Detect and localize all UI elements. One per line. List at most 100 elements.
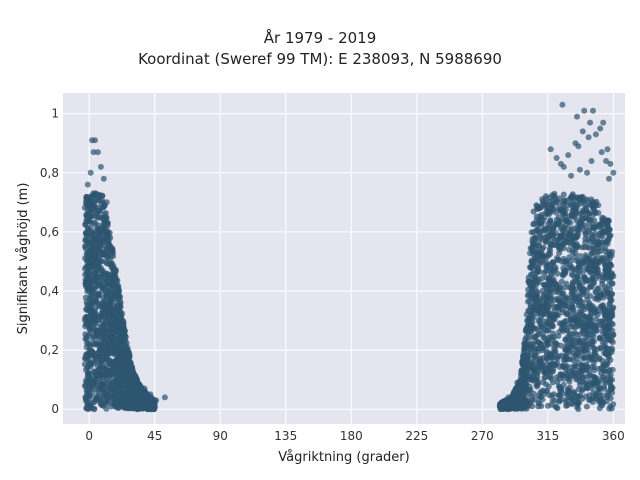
data-point — [530, 365, 537, 372]
data-point — [91, 190, 98, 197]
data-point — [560, 364, 567, 371]
data-point — [576, 219, 583, 226]
data-point — [130, 392, 137, 399]
data-point — [84, 333, 90, 340]
data-point — [109, 345, 116, 352]
data-point — [599, 214, 606, 221]
data-point — [509, 400, 516, 407]
data-point — [87, 305, 93, 312]
data-point — [546, 276, 552, 282]
data-point — [596, 292, 603, 299]
data-point — [100, 322, 107, 329]
data-point — [608, 320, 615, 327]
data-point — [108, 403, 115, 410]
data-point — [107, 234, 114, 241]
data-point — [544, 368, 551, 375]
data-point — [547, 361, 554, 368]
x-tick-label: 180 — [340, 429, 363, 443]
data-point — [100, 217, 107, 223]
data-point — [604, 390, 611, 397]
data-point — [585, 342, 592, 348]
data-point — [601, 385, 607, 392]
data-point — [96, 247, 103, 254]
data-point — [560, 227, 567, 234]
data-point — [545, 252, 552, 259]
data-point — [606, 405, 613, 412]
y-tick-label: 0,2 — [40, 343, 59, 357]
data-point — [115, 335, 122, 342]
data-point — [593, 235, 600, 242]
data-point — [102, 210, 109, 216]
data-point — [574, 394, 580, 401]
data-point — [548, 323, 555, 329]
chart-subtitle: Koordinat (Sweref 99 TM): E 238093, N 59… — [138, 50, 502, 68]
data-point — [570, 350, 577, 357]
data-point — [113, 358, 120, 365]
data-point — [100, 236, 107, 243]
data-point — [589, 399, 596, 405]
data-point — [526, 298, 533, 305]
data-point — [546, 233, 552, 240]
data-point — [101, 371, 108, 378]
data-point — [523, 405, 530, 412]
data-point — [606, 367, 613, 373]
data-point — [603, 158, 610, 164]
data-point — [607, 314, 614, 321]
data-point — [575, 276, 582, 283]
data-point — [536, 268, 543, 275]
data-point — [591, 207, 598, 213]
data-point — [560, 272, 566, 279]
data-point — [598, 149, 605, 156]
data-point — [98, 258, 105, 265]
data-point — [85, 372, 92, 379]
data-point — [554, 355, 561, 362]
data-point — [122, 390, 129, 397]
data-point — [528, 246, 535, 253]
data-point — [597, 125, 604, 132]
data-point — [576, 166, 583, 173]
data-point — [557, 299, 564, 305]
data-point — [569, 303, 576, 310]
data-point — [559, 232, 566, 238]
data-point — [83, 194, 90, 200]
data-point — [161, 394, 168, 401]
data-point — [142, 391, 149, 398]
data-point — [525, 349, 532, 356]
data-point — [103, 260, 110, 267]
data-point — [569, 369, 576, 376]
data-point — [536, 219, 543, 226]
data-point — [105, 289, 112, 296]
data-point — [558, 326, 565, 333]
data-point — [527, 271, 534, 278]
data-point — [607, 395, 614, 402]
data-point — [578, 215, 585, 222]
data-point — [572, 233, 578, 240]
data-point — [105, 391, 112, 398]
data-point — [579, 128, 586, 135]
data-point — [106, 229, 113, 236]
data-point — [100, 302, 107, 309]
data-point — [100, 269, 107, 276]
data-point — [550, 330, 557, 337]
data-point — [547, 351, 554, 358]
data-point — [569, 282, 576, 289]
data-point — [543, 290, 550, 296]
data-point — [543, 199, 550, 206]
data-point — [606, 300, 613, 307]
data-point — [119, 357, 126, 364]
data-point — [536, 327, 543, 334]
data-point — [87, 169, 94, 176]
data-point — [590, 389, 597, 396]
data-point — [592, 131, 599, 138]
data-point — [572, 206, 579, 212]
data-point — [113, 384, 119, 391]
data-point — [583, 327, 590, 334]
data-point — [589, 331, 595, 338]
data-point — [531, 390, 537, 397]
data-point — [563, 356, 570, 363]
data-point — [573, 257, 580, 264]
data-point — [595, 386, 602, 393]
data-point — [578, 308, 585, 315]
data-point — [587, 293, 594, 299]
